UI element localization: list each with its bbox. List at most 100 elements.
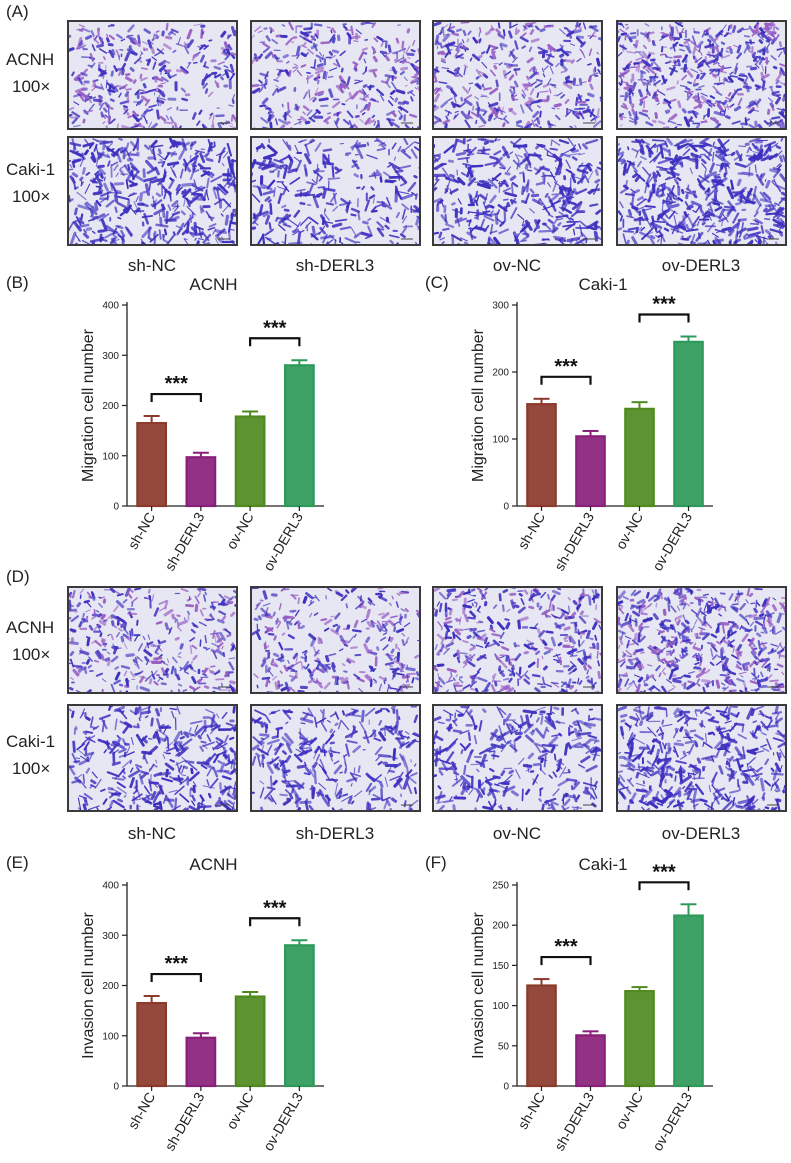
micrograph-texture — [252, 22, 419, 128]
significance-bracket — [150, 972, 202, 983]
x-tick-label: ov-NC — [223, 1090, 257, 1132]
micrograph-a-caki-ov-derl3 — [616, 136, 787, 246]
micrograph-d-acnh-sh-derl3 — [250, 586, 421, 694]
y-tick-label: 200 — [102, 401, 119, 412]
y-tick-label: 200 — [492, 368, 509, 379]
cell-cluster — [434, 588, 601, 692]
chart-title: Caki-1 — [578, 855, 627, 874]
y-tick-label: 250 — [492, 881, 509, 892]
micrograph-texture — [618, 22, 785, 128]
bar-sh-DERL3 — [575, 435, 606, 508]
cell-cluster — [69, 22, 236, 128]
micrograph-texture — [434, 588, 601, 692]
panel-label-f: (F) — [425, 853, 447, 872]
significance-label: *** — [165, 953, 189, 975]
y-axis-label: Migration cell number — [470, 328, 487, 482]
y-tick-label: 200 — [102, 981, 119, 992]
y-tick-label: 100 — [102, 1031, 119, 1042]
micrograph-a-caki-sh-nc — [67, 136, 238, 246]
micrograph-a-acnh-sh-nc — [67, 20, 238, 130]
micrograph-a-acnh-ov-nc — [432, 20, 603, 130]
group-label-d-ov-derl3: ov-DERL3 — [661, 824, 741, 843]
significance-label: *** — [554, 936, 578, 958]
micrograph-texture — [618, 706, 785, 810]
micrograph-d-caki-ov-nc — [432, 704, 603, 812]
micrograph-d-caki-sh-derl3 — [250, 704, 421, 812]
row-label-a-acnh: ACNH 100× — [6, 46, 54, 100]
bar-sh-NC — [136, 421, 168, 508]
x-tick-label: ov-DERL3 — [649, 509, 695, 573]
micrograph-texture — [69, 22, 236, 128]
cell-cluster — [69, 588, 236, 692]
significance-bracket — [249, 917, 301, 927]
panel-label-a: (A) — [6, 2, 29, 21]
y-tick-label: 400 — [102, 881, 119, 892]
micrograph-background — [434, 22, 601, 128]
x-tick-label: ov-NC — [612, 510, 646, 552]
x-tick-label: sh-NC — [514, 510, 548, 552]
y-tick-label: 0 — [503, 502, 509, 513]
group-label-a-ov-nc: ov-NC — [492, 256, 542, 275]
micrograph-d-acnh-sh-nc — [67, 586, 238, 694]
x-tick-label: sh-DERL3 — [161, 1089, 207, 1153]
row-label-a-acnh-line1: ACNH — [6, 50, 55, 69]
y-tick-label: 0 — [113, 1082, 119, 1093]
significance-label: *** — [263, 897, 287, 919]
x-tick-label: ov-NC — [223, 510, 257, 552]
y-tick-label: 0 — [503, 1082, 509, 1093]
row-label-d-caki: Caki-1 100× — [6, 728, 55, 782]
y-tick-label: 300 — [102, 931, 119, 942]
significance-bracket — [150, 392, 202, 403]
cell-cluster — [618, 706, 785, 810]
chart-title: ACNH — [189, 855, 237, 874]
micrograph-texture — [69, 588, 236, 692]
micrograph-texture — [434, 22, 601, 128]
bar-ov-DERL3 — [673, 340, 704, 508]
row-label-a-caki-line2: 100× — [12, 187, 51, 206]
x-tick-label: ov-DERL3 — [260, 1089, 306, 1153]
y-tick-label: 50 — [498, 1041, 510, 1052]
micrograph-d-caki-ov-derl3 — [616, 704, 787, 812]
group-label-a-ov-derl3: ov-DERL3 — [661, 256, 741, 275]
micrograph-d-acnh-ov-nc — [432, 586, 603, 694]
bar-sh-DERL3 — [185, 1036, 217, 1088]
y-tick-label: 150 — [492, 961, 509, 972]
bar-ov-NC — [234, 995, 266, 1088]
micrograph-a-caki-ov-nc — [432, 136, 603, 246]
significance-bracket — [540, 375, 592, 385]
x-tick-label: sh-NC — [514, 1090, 548, 1132]
group-label-a-sh-derl3: sh-DERL3 — [295, 256, 375, 275]
micrograph-background — [69, 138, 236, 244]
cell-cluster — [252, 588, 419, 692]
bar-ov-DERL3 — [283, 364, 315, 508]
cell-cluster — [618, 588, 785, 692]
y-tick-label: 400 — [102, 301, 119, 312]
micrograph-texture — [434, 706, 601, 810]
row-label-a-caki-line1: Caki-1 — [6, 160, 56, 179]
micrograph-texture — [618, 588, 785, 692]
bar-ov-DERL3 — [283, 944, 315, 1088]
row-label-d-acnh-line1: ACNH — [6, 618, 55, 637]
significance-label: *** — [263, 317, 287, 339]
cell-cluster — [69, 706, 236, 810]
row-label-d-caki-line2: 100× — [12, 759, 51, 778]
chart-title: ACNH — [189, 275, 237, 294]
micrograph-texture — [434, 138, 601, 244]
panel-label-c: (C) — [425, 273, 449, 292]
y-tick-label: 300 — [102, 351, 119, 362]
significance-bracket — [540, 955, 592, 966]
row-label-d-acnh-line2: 100× — [12, 645, 51, 664]
significance-label: *** — [554, 356, 578, 378]
cell-cluster — [252, 22, 419, 128]
x-tick-label: ov-DERL3 — [649, 1089, 695, 1153]
cell-cluster — [434, 22, 601, 128]
cell-cluster — [618, 22, 785, 128]
y-axis-label: Invasion cell number — [80, 911, 97, 1058]
bar-ov-DERL3 — [673, 914, 704, 1088]
y-tick-label: 100 — [492, 1001, 509, 1012]
micrograph-texture — [252, 706, 419, 810]
row-label-a-caki: Caki-1 100× — [6, 156, 55, 210]
cell-cluster — [252, 138, 419, 244]
y-tick-label: 0 — [113, 502, 119, 513]
y-axis-label: Invasion cell number — [470, 911, 487, 1058]
